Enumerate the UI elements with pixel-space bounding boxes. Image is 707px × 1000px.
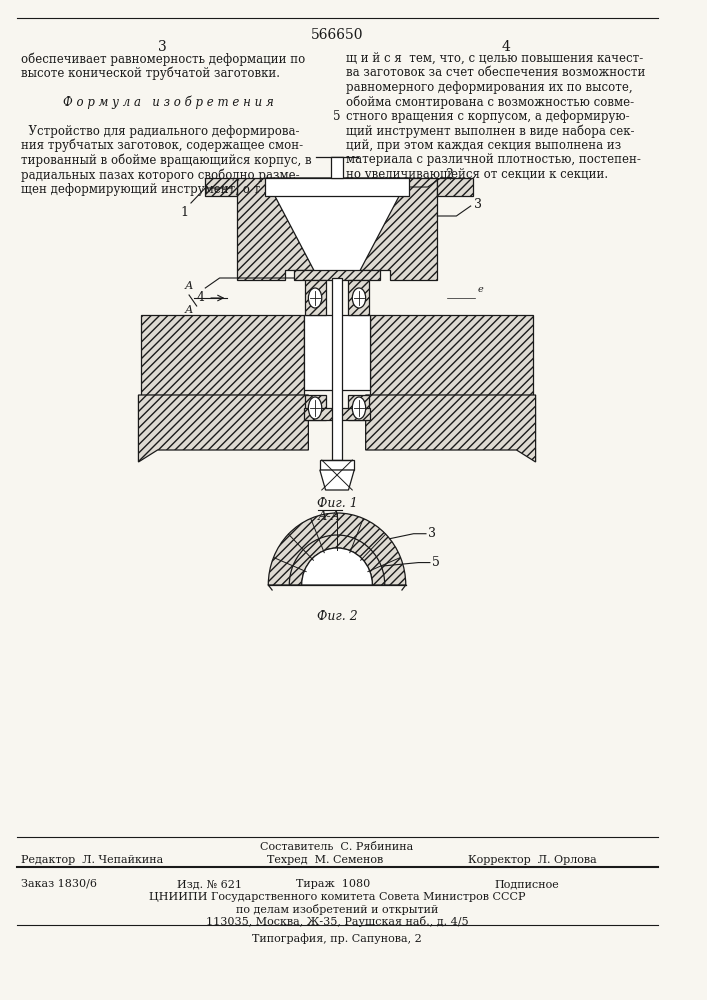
Ellipse shape [352,397,366,419]
Polygon shape [320,460,354,470]
Text: радиальных пазах которого свободно разме-: радиальных пазах которого свободно разме… [21,168,300,182]
Text: Фиг. 1: Фиг. 1 [317,497,358,510]
Polygon shape [437,178,472,196]
Text: Изд. № 621: Изд. № 621 [177,879,242,889]
Text: 3: 3 [158,40,167,54]
Text: Типография, пр. Сапунова, 2: Типография, пр. Сапунова, 2 [252,933,422,944]
Polygon shape [320,470,354,490]
Polygon shape [349,395,370,420]
Text: А: А [185,305,193,315]
Wedge shape [289,535,385,585]
Text: 5: 5 [333,110,341,123]
Text: материала с различной плотностью, постепен-: материала с различной плотностью, постеп… [346,153,641,166]
Text: ций, при этом каждая секция выполнена из: ций, при этом каждая секция выполнена из [346,139,621,152]
Text: 2: 2 [445,168,452,182]
Text: 3: 3 [428,527,436,540]
Polygon shape [205,178,237,196]
Polygon shape [141,315,303,395]
Text: стного вращения с корпусом, а деформирую-: стного вращения с корпусом, а деформирую… [346,110,629,123]
Text: но увеличивающейся от секции к секции.: но увеличивающейся от секции к секции. [346,168,608,181]
Text: Заказ 1830/6: Заказ 1830/6 [21,879,97,889]
Polygon shape [305,395,325,420]
Polygon shape [349,280,370,315]
Polygon shape [237,178,332,280]
Text: Подписное: Подписное [495,879,559,889]
Text: Составитель  С. Рябинина: Составитель С. Рябинина [260,842,414,852]
Polygon shape [265,178,409,278]
Polygon shape [265,178,409,196]
Text: А: А [185,281,193,291]
Polygon shape [343,178,437,280]
Text: Тираж  1080: Тираж 1080 [296,879,370,889]
Polygon shape [139,395,308,462]
Text: Устройство для радиального деформирова-: Устройство для радиального деформирова- [21,124,300,137]
Text: обойма смонтирована с возможностью совме-: обойма смонтирована с возможностью совме… [346,96,633,109]
Text: ва заготовок за счет обеспечения возможности: ва заготовок за счет обеспечения возможн… [346,66,645,80]
Bar [294,270,380,280]
Polygon shape [303,408,370,420]
Text: по делам изобретений и открытий: по делам изобретений и открытий [236,904,438,915]
Wedge shape [268,513,406,585]
Wedge shape [302,548,373,585]
Ellipse shape [308,397,322,419]
Text: щен деформирующий инструмент, о т л и ч а ю-: щен деформирующий инструмент, о т л и ч … [21,182,323,196]
Text: Корректор  Л. Орлова: Корректор Л. Орлова [468,855,597,865]
Polygon shape [303,315,370,390]
Text: ния трубчатых заготовок, содержащее смон-: ния трубчатых заготовок, содержащее смон… [21,139,303,152]
Text: Фиг. 2: Фиг. 2 [317,610,358,623]
Text: тированный в обойме вращающийся корпус, в: тированный в обойме вращающийся корпус, … [21,153,312,167]
Text: щ и й с я  тем, что, с целью повышения качест-: щ и й с я тем, что, с целью повышения ка… [346,52,643,65]
Text: 4: 4 [501,40,510,54]
Polygon shape [332,157,343,178]
Text: А-А: А-А [317,510,341,523]
Polygon shape [370,315,533,395]
Bar [332,278,341,460]
Text: равномерного деформирования их по высоте,: равномерного деформирования их по высоте… [346,81,632,94]
Text: высоте конической трубчатой заготовки.: высоте конической трубчатой заготовки. [21,66,280,80]
Text: 1: 1 [180,206,188,219]
Text: 566650: 566650 [311,28,363,42]
Text: обеспечивает равномерность деформации по: обеспечивает равномерность деформации по [21,52,305,66]
Text: Редактор  Л. Чепайкина: Редактор Л. Чепайкина [21,855,163,865]
Text: е: е [477,285,483,294]
Text: щий инструмент выполнен в виде набора сек-: щий инструмент выполнен в виде набора се… [346,124,634,138]
Text: 113035, Москва, Ж-35, Раушская наб., д. 4/5: 113035, Москва, Ж-35, Раушская наб., д. … [206,916,468,927]
Polygon shape [366,395,536,462]
Text: Ф о р м у л а   и з о б р е т е н и я: Ф о р м у л а и з о б р е т е н и я [63,96,274,109]
Ellipse shape [352,288,366,308]
Text: 4: 4 [197,291,204,304]
Polygon shape [305,280,325,315]
Text: 5: 5 [432,556,440,569]
Text: 3: 3 [474,198,481,211]
Text: ЦНИИПИ Государственного комитета Совета Министров СССР: ЦНИИПИ Государственного комитета Совета … [148,892,525,902]
Text: Техред  М. Семенов: Техред М. Семенов [267,855,384,865]
Ellipse shape [308,288,322,308]
